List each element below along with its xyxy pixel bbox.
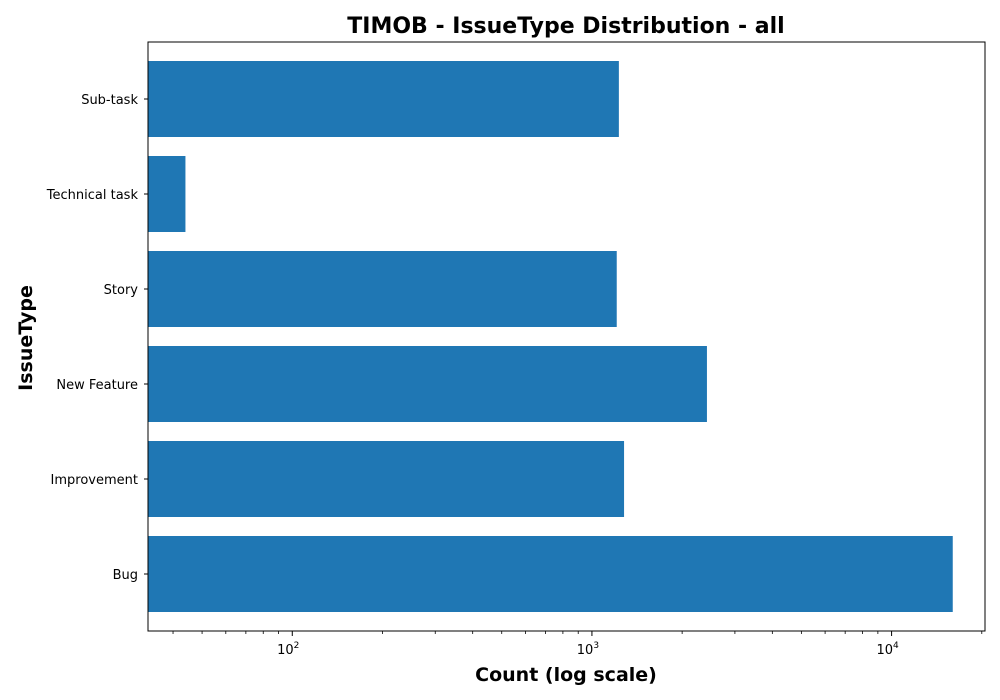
x-tick-base: 10 bbox=[876, 643, 893, 658]
bars-group bbox=[148, 61, 953, 612]
bar-new-feature bbox=[148, 346, 707, 422]
y-tick-label: Technical task bbox=[46, 188, 139, 203]
x-ticks-group: 102 103 104 bbox=[172, 631, 983, 658]
y-tick-label: Story bbox=[104, 283, 139, 298]
x-tick-label: 102 bbox=[277, 641, 299, 658]
x-tick-base: 10 bbox=[277, 643, 294, 658]
y-tick-label: Bug bbox=[113, 568, 138, 583]
x-tick-label: 104 bbox=[876, 641, 899, 658]
x-axis-label: Count (log scale) bbox=[475, 664, 657, 686]
bar-technical-task bbox=[148, 156, 186, 232]
y-tick-label: Sub-task bbox=[81, 93, 138, 108]
y-axis-label: IssueType bbox=[15, 285, 37, 391]
x-tick-exponent: 2 bbox=[294, 641, 300, 651]
x-tick-label: 103 bbox=[577, 641, 599, 658]
x-tick-base: 10 bbox=[577, 643, 594, 658]
bar-sub-task bbox=[148, 61, 619, 137]
chart-title: TIMOB - IssueType Distribution - all bbox=[347, 14, 784, 39]
bar-improvement bbox=[148, 441, 625, 517]
y-tick-label: New Feature bbox=[56, 378, 138, 393]
bar-bug bbox=[148, 536, 953, 612]
bar-story bbox=[148, 251, 617, 327]
x-tick-exponent: 3 bbox=[593, 641, 599, 651]
plot-frame bbox=[147, 41, 986, 632]
y-ticks-group: Bug Improvement New Feature Story Technical … bbox=[46, 93, 148, 583]
y-tick-label: Improvement bbox=[51, 473, 138, 488]
x-tick-exponent: 4 bbox=[893, 641, 899, 651]
